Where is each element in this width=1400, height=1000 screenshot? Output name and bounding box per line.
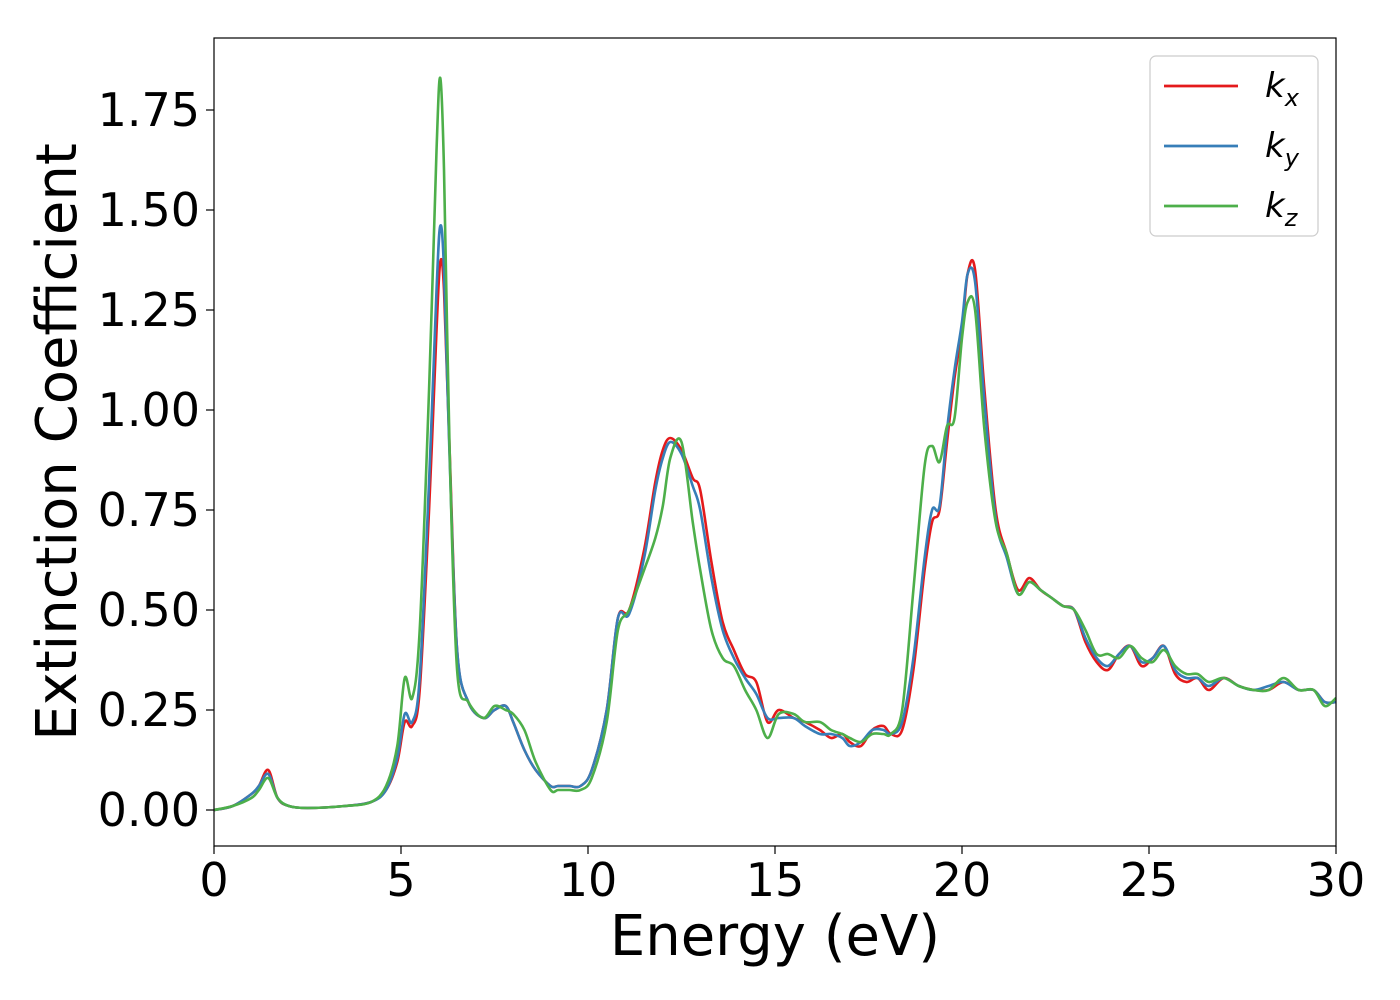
y-tick-label: 0.75: [98, 483, 200, 537]
series-line-z: [213, 76, 1337, 812]
y-tick-label: 0.25: [98, 683, 200, 737]
legend-label-z: kz: [1265, 186, 1299, 232]
y-axis-title: Extinction Coefficient: [25, 143, 90, 741]
legend-label-base: k: [1265, 126, 1286, 166]
x-tick-label: 5: [386, 853, 415, 907]
series-line-y: [213, 224, 1337, 812]
x-axis-title: Energy (eV): [610, 904, 940, 969]
y-axis: 0.00 0.25 0.50 0.75 1.00 1.25 1.50 1.75: [98, 83, 214, 837]
legend-label-subscript: y: [1284, 144, 1300, 172]
x-tick-label: 10: [559, 853, 618, 907]
x-tick-label: 20: [933, 853, 992, 907]
y-tick-label: 1.75: [98, 83, 200, 137]
x-tick-label: 25: [1120, 853, 1179, 907]
legend-label-subscript: x: [1284, 84, 1300, 112]
legend-label-base: k: [1265, 186, 1286, 226]
legend-label-y: ky: [1265, 126, 1300, 172]
x-tick-label: 0: [199, 853, 228, 907]
legend-label-base: k: [1265, 66, 1286, 106]
legend-label-x: kx: [1265, 66, 1300, 112]
y-tick-label: 0.50: [98, 583, 200, 637]
x-tick-label: 15: [746, 853, 805, 907]
y-tick-label: 1.25: [98, 283, 200, 337]
y-tick-label: 0.00: [98, 783, 200, 837]
series-lines: [213, 76, 1337, 812]
x-axis: 0 5 10 15 20 25 30: [199, 846, 1365, 907]
x-tick-label: 30: [1307, 853, 1366, 907]
y-tick-label: 1.00: [98, 383, 200, 437]
legend-label-subscript: z: [1284, 204, 1299, 232]
y-tick-label: 1.50: [98, 183, 200, 237]
